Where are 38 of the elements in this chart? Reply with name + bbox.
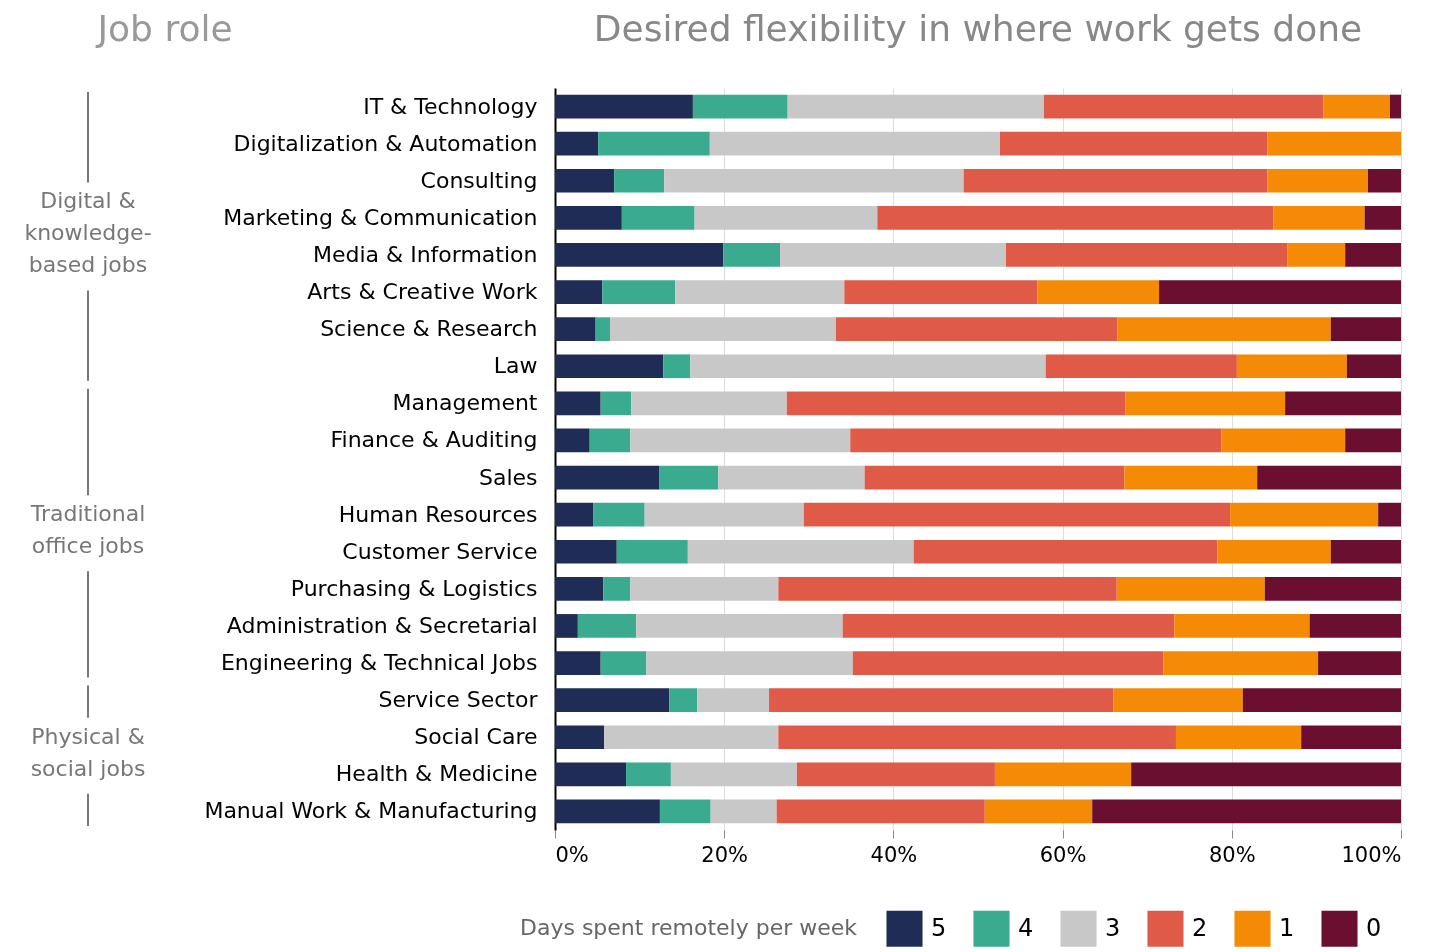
y-tick-label: Finance & Auditing	[330, 427, 538, 453]
y-tick-label: Science & Research	[320, 316, 538, 342]
y-tick-label: Consulting	[420, 167, 538, 193]
y-tick-label: Management	[392, 390, 538, 416]
x-tick-label: 80%	[1208, 842, 1256, 867]
y-tick-label: Health & Medicine	[335, 761, 538, 787]
text: Traditional office jobs	[29, 501, 146, 559]
y-tick-label: Marketing & Communication	[223, 204, 538, 230]
y-tick-label: Human Resources	[338, 501, 538, 527]
y-tick-label: Administration & Secretarial	[226, 612, 538, 638]
legend-label: 1	[1279, 913, 1295, 942]
x-tick-label: 20%	[701, 842, 749, 867]
y-tick-label: IT & Technology	[363, 93, 538, 119]
y-tick-label: Purchasing & Logistics	[290, 575, 538, 601]
legend-label: 0	[1366, 913, 1382, 942]
legend-label: 3	[1105, 913, 1121, 942]
y-tick-label: Customer Service	[342, 538, 538, 564]
legend-label: 4	[1018, 913, 1034, 942]
text: Physical & social jobs	[30, 723, 146, 781]
text: Digital & knowledge- based jobs	[24, 188, 152, 278]
legend-label: 5	[931, 913, 947, 942]
y-tick-label: Social Care	[414, 724, 538, 750]
y-tick-label: Manual Work & Manufacturing	[204, 798, 538, 824]
y-tick-label: Service Sector	[378, 687, 539, 713]
y-tick-label: Media & Information	[312, 241, 538, 267]
x-tick-label: 0%	[555, 842, 589, 867]
y-tick-label: Arts & Creative Work	[307, 279, 538, 305]
legend-title: Days spent remotely per week	[520, 915, 858, 940]
y-tick-label: Sales	[478, 464, 538, 490]
x-tick-label: 100%	[1341, 842, 1402, 867]
y-axis-title: Job role	[95, 8, 233, 49]
x-tick-label: 60%	[1039, 842, 1087, 867]
x-tick-label: 40%	[870, 842, 918, 867]
chart-title: Desired flexibility in where work gets done	[593, 8, 1363, 49]
y-tick-label: Law	[493, 353, 538, 379]
y-tick-label: Digitalization & Automation	[233, 130, 538, 156]
legend-label: 2	[1192, 913, 1208, 942]
y-tick-label: Engineering & Technical Jobs	[220, 650, 538, 676]
